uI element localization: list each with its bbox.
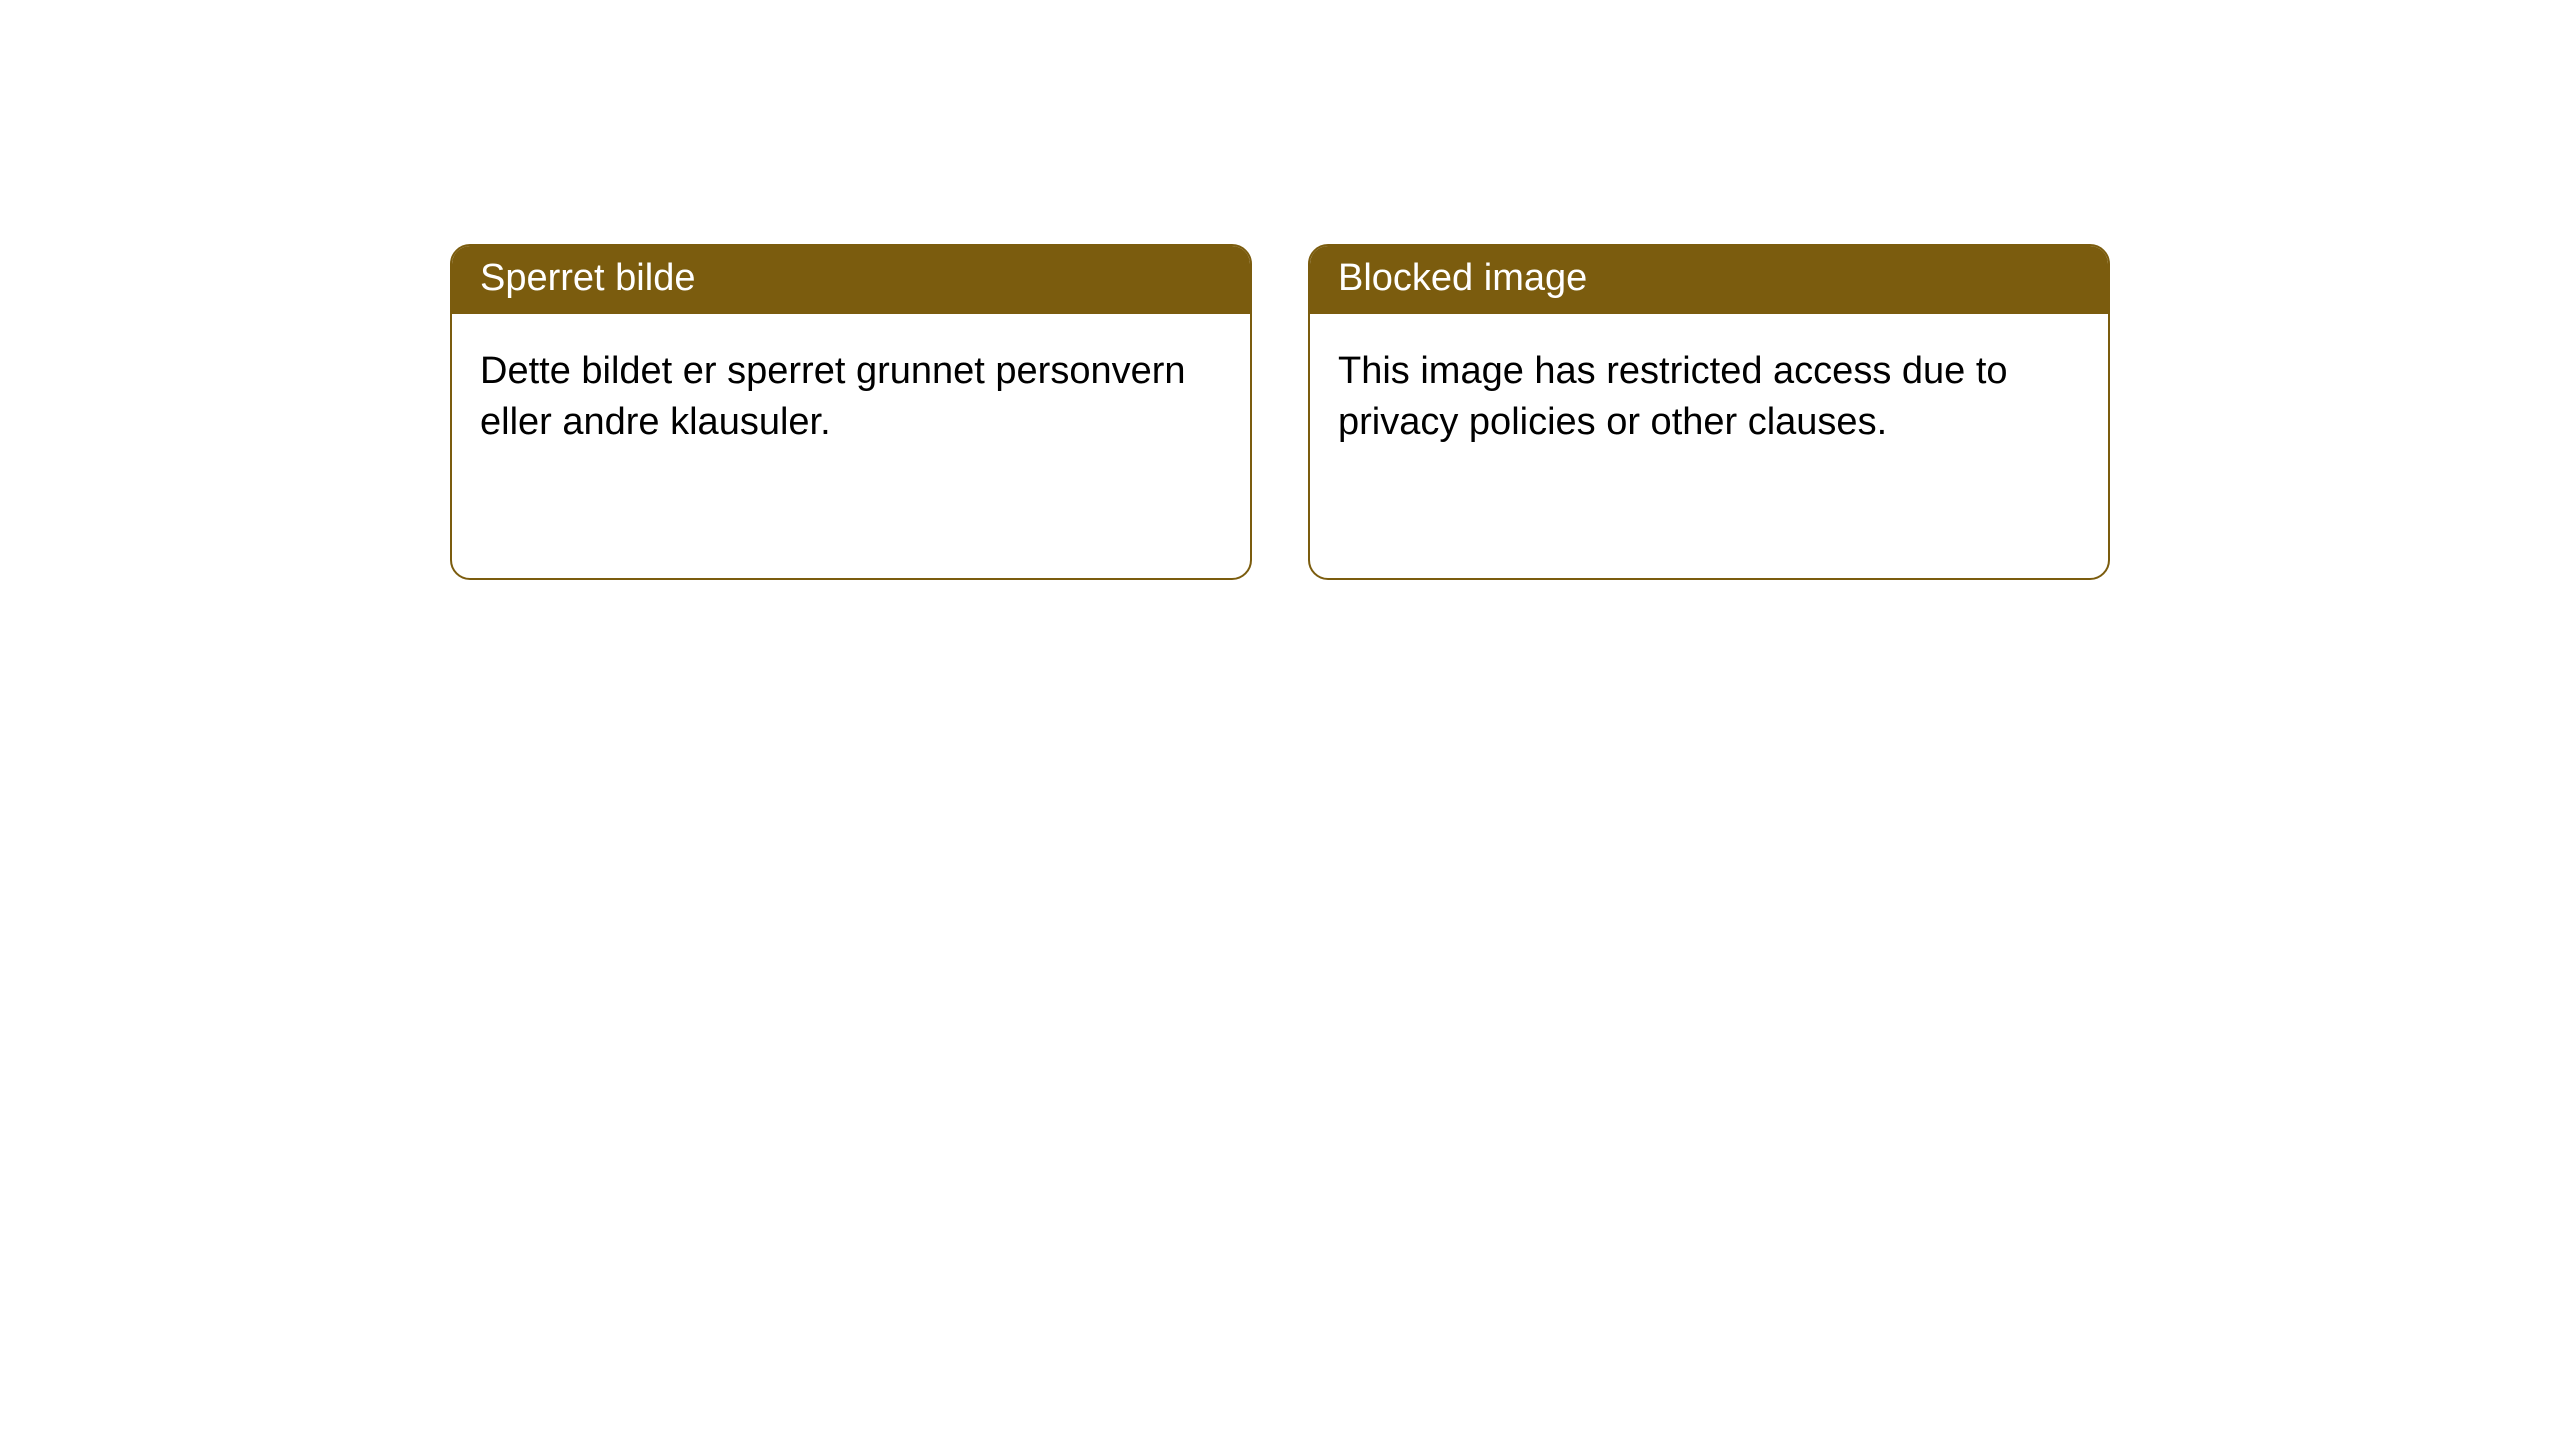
notice-body-en: This image has restricted access due to … xyxy=(1310,314,2108,481)
notice-title-no: Sperret bilde xyxy=(452,246,1250,314)
notice-container: Sperret bilde Dette bildet er sperret gr… xyxy=(450,244,2110,580)
notice-title-en: Blocked image xyxy=(1310,246,2108,314)
notice-body-no: Dette bildet er sperret grunnet personve… xyxy=(452,314,1250,481)
notice-card-no: Sperret bilde Dette bildet er sperret gr… xyxy=(450,244,1252,580)
notice-card-en: Blocked image This image has restricted … xyxy=(1308,244,2110,580)
